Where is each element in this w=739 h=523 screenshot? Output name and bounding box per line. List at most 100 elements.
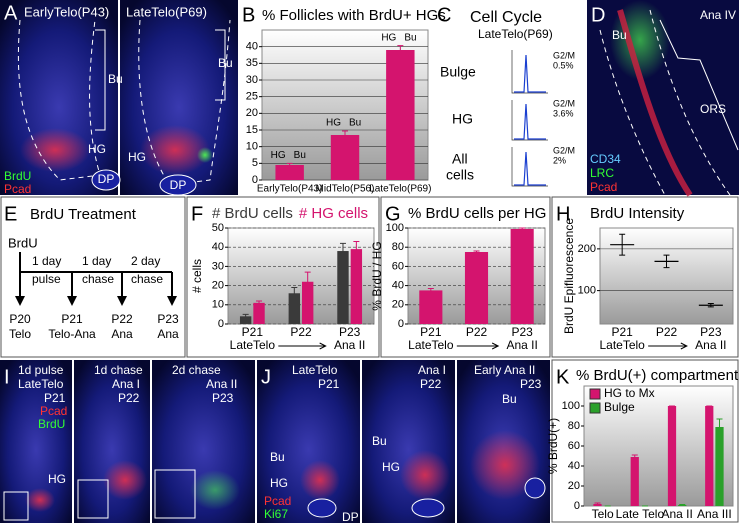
error-bar	[286, 162, 293, 168]
label: Telo-Ana	[48, 327, 96, 341]
bar	[239, 316, 252, 324]
label: Ana I	[112, 377, 140, 391]
stat: G2/M	[553, 145, 575, 155]
error-bar	[242, 313, 249, 319]
bar	[253, 302, 265, 324]
arrowhead	[167, 296, 177, 306]
panel-letter: I	[4, 366, 10, 388]
chart-title: % BrdU cells per HG	[408, 205, 546, 222]
y-tick-label: 30	[212, 260, 224, 272]
y-tick-label: 100	[562, 400, 580, 412]
panel-j: J LateTelo P21 Bu HG Pcad Ki67 DP Ana I …	[257, 360, 550, 523]
legend-entry: HG to Mx	[604, 386, 655, 400]
bar	[302, 281, 314, 324]
stage-label: LateTelo	[599, 338, 645, 352]
y-tick-label: 0	[218, 318, 224, 330]
y-tick-label: 0	[398, 318, 404, 330]
dp	[159, 174, 197, 196]
error-bar	[353, 240, 360, 258]
bracket	[659, 19, 739, 151]
y-tick-label: 100	[578, 285, 596, 297]
stage-label: Ana II	[334, 338, 365, 352]
x-tick-label: Late Telo	[616, 507, 665, 521]
legend-entry: # HG cells	[299, 205, 368, 222]
arrowheads	[15, 296, 177, 306]
x-tick-label: Telo	[592, 507, 614, 521]
bar-label: Bu	[294, 150, 306, 161]
label: P21	[61, 312, 83, 326]
row-label: HG	[452, 111, 473, 127]
frame	[186, 196, 380, 358]
panel-letter: A	[4, 2, 18, 24]
y-tick-label: 20	[212, 280, 224, 292]
label: HG	[270, 476, 288, 490]
arrowhead	[15, 296, 25, 306]
y-tick-label: 50	[212, 222, 224, 234]
y-axis-label: % BrdU(+)	[546, 418, 560, 474]
stage-arrow	[648, 342, 688, 350]
y-tick-label: 30	[246, 74, 258, 86]
y-tick-label: 5	[252, 157, 258, 169]
plot-area	[227, 227, 375, 325]
label: P20	[9, 312, 31, 326]
panel-letter: B	[242, 4, 255, 26]
y-tick-label: 200	[578, 243, 596, 255]
dp	[307, 498, 337, 518]
y-tick-label: 100	[386, 222, 404, 234]
label: HG	[88, 142, 106, 156]
stage-label: Ana II	[506, 338, 537, 352]
y-tick-label: 80	[568, 420, 580, 432]
chart-title: % Follicles with BrdU+ HGs	[262, 7, 446, 24]
y-tick-label: 10	[212, 299, 224, 311]
stain	[190, 470, 240, 510]
x-tick-label: P22	[656, 325, 678, 339]
label: EarlyTelo(P43)	[24, 4, 109, 19]
title: BrdU Treatment	[30, 206, 137, 223]
plot-area	[599, 227, 734, 325]
label: ORS	[700, 102, 726, 116]
error-bar	[397, 45, 404, 55]
y-tick-label: 0	[252, 174, 258, 186]
label: LRC	[590, 166, 614, 180]
micrograph	[362, 360, 455, 523]
stain	[300, 460, 340, 500]
legend-entry: # BrdU cells	[212, 205, 293, 222]
bar-label: HG	[381, 32, 396, 43]
label: P23	[520, 377, 542, 391]
panel-i: I 1d pulse LateTelo P21 Pcad BrdU HG 1d …	[0, 360, 255, 523]
row-label: cells	[446, 167, 474, 183]
panel-e: E BrdU Treatment BrdU 1 day pulse 1 day …	[4, 203, 179, 341]
bar	[715, 427, 724, 506]
panel-c: C Cell Cycle LateTelo(P69) Bulge HG All …	[437, 4, 575, 187]
label: P22	[118, 391, 140, 405]
label: BrdU	[4, 169, 31, 183]
label: 1d pulse	[18, 363, 64, 377]
label: LateTelo	[18, 377, 64, 391]
label: Ana I	[418, 363, 446, 377]
bar	[510, 228, 534, 324]
bar	[275, 165, 304, 180]
chart-title: BrdU Intensity	[590, 205, 685, 222]
error-bar	[291, 287, 298, 300]
panel-letter: H	[556, 203, 570, 225]
timeline	[19, 252, 173, 300]
error-bar	[716, 418, 723, 436]
frame	[380, 196, 551, 358]
inset	[77, 479, 109, 519]
frame	[551, 196, 739, 358]
stat: G2/M	[553, 50, 575, 60]
x-tick-label: P22	[466, 325, 488, 339]
label: Pcad	[40, 404, 67, 418]
y-tick-label: 40	[392, 280, 404, 292]
stage-label: LateTelo	[408, 338, 454, 352]
label: chase	[82, 272, 114, 286]
bracket	[95, 29, 106, 131]
chart: B % Follicles with BrdU+ HGs 0 5 10 15 20 25 30 3…	[242, 4, 446, 194]
label: P21	[318, 377, 340, 391]
stage-label: LateTelo	[230, 338, 276, 352]
x-tick-label: P21	[242, 325, 264, 339]
chart: H BrdU Intensity BrdU Epifluorescence 100 20…	[556, 203, 734, 352]
label: P21	[44, 391, 66, 405]
label: DP	[170, 178, 187, 192]
